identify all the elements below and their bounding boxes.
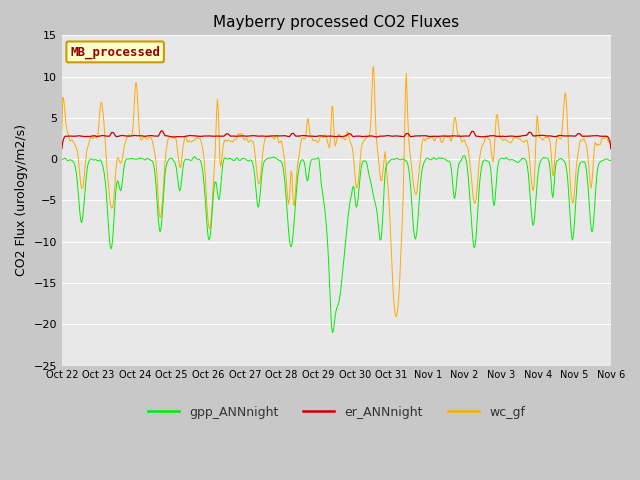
Y-axis label: CO2 Flux (urology/m2/s): CO2 Flux (urology/m2/s) xyxy=(15,124,28,276)
Title: Mayberry processed CO2 Fluxes: Mayberry processed CO2 Fluxes xyxy=(213,15,460,30)
Text: MB_processed: MB_processed xyxy=(70,45,160,59)
Legend: gpp_ANNnight, er_ANNnight, wc_gf: gpp_ANNnight, er_ANNnight, wc_gf xyxy=(143,401,530,424)
